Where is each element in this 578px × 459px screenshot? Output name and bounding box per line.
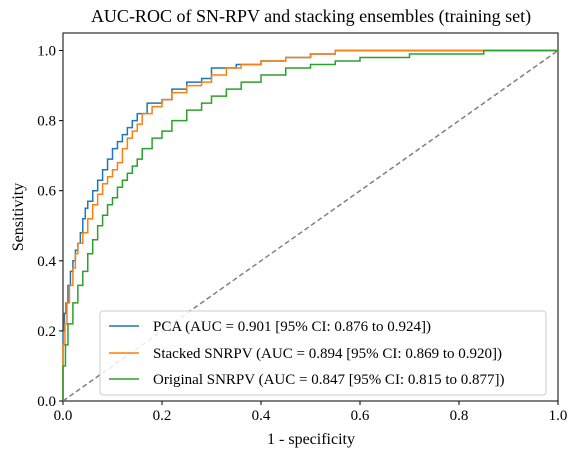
y-tick-label: 1.0 <box>37 44 56 60</box>
y-tick-label: 0.2 <box>37 324 56 340</box>
x-tick-label: 0.8 <box>450 408 469 424</box>
legend-entry-stacked-snrpv: Stacked SNRPV (AUC = 0.894 [95% CI: 0.86… <box>153 346 502 362</box>
chance-diagonal <box>62 49 559 402</box>
legend-entry-original-snrpv: Original SNRPV (AUC = 0.847 [95% CI: 0.8… <box>153 372 505 388</box>
x-axis-label: 1 - specificity <box>267 431 355 448</box>
y-tick-label: 0.4 <box>37 254 56 270</box>
roc-curve-original-snrpv <box>62 49 558 401</box>
x-tick-label: 0.4 <box>252 408 271 424</box>
chart-title: AUC-ROC of SN-RPV and stacking ensembles… <box>91 6 531 27</box>
y-axis-label: Sensitivity <box>10 183 27 251</box>
y-tick-label: 0.0 <box>37 394 56 410</box>
x-tick-label: 0.2 <box>153 408 172 424</box>
x-tick-label: 0.0 <box>54 408 73 424</box>
legend-entry-pca: PCA (AUC = 0.901 [95% CI: 0.876 to 0.924… <box>153 319 431 335</box>
x-tick-label: 1.0 <box>549 408 568 424</box>
roc-curve-stacked-snrpv <box>62 49 558 401</box>
y-tick-label: 0.8 <box>37 114 56 130</box>
legend-box <box>99 310 547 396</box>
plot-frame <box>62 32 559 402</box>
y-tick-label: 0.6 <box>37 184 56 200</box>
legend: PCA (AUC = 0.901 [95% CI: 0.876 to 0.924… <box>99 310 547 396</box>
x-tick-label: 0.6 <box>351 408 370 424</box>
